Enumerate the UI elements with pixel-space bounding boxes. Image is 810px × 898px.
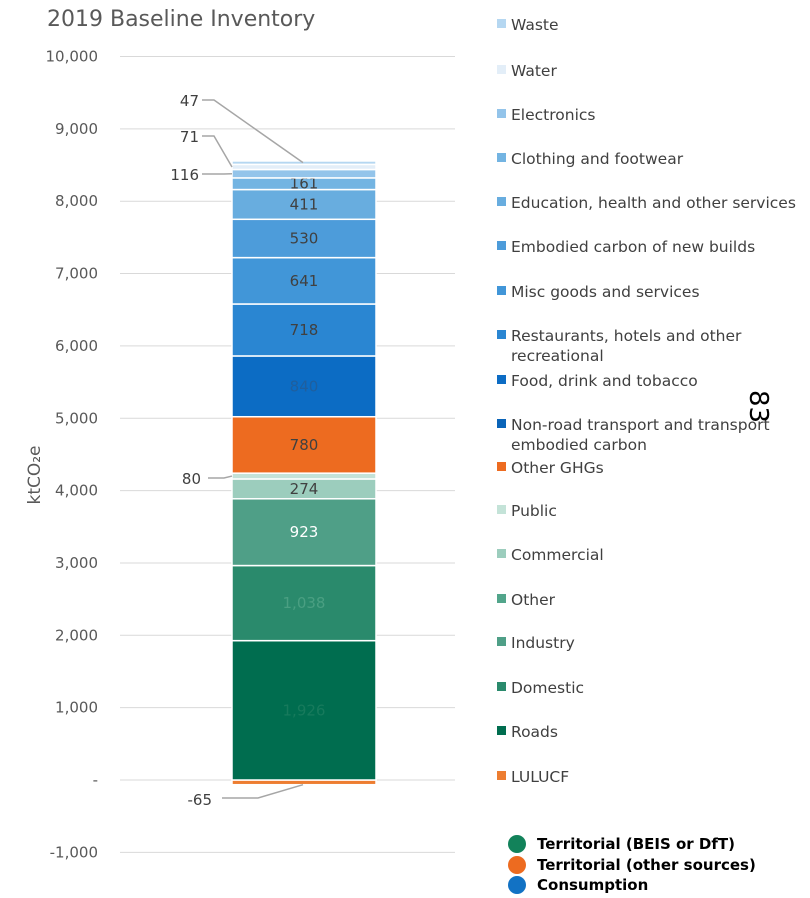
legend-entry: Other (511, 591, 556, 609)
y-axis-label: ktCO₂e (25, 445, 45, 504)
bar-segment (231, 188, 377, 221)
category-legend: Territorial (BEIS or DfT) Territorial (ot… (508, 835, 756, 894)
legend-swatch (497, 594, 506, 603)
bar-segment (231, 256, 377, 305)
y-tick-label: - (93, 771, 98, 789)
legend-entry: Electronics (511, 106, 595, 124)
bar-segment (231, 218, 377, 259)
y-tick-label: 10,000 (46, 48, 99, 66)
legend-entry: Water (511, 62, 557, 80)
y-tick-label: 3,000 (55, 554, 98, 572)
bar-data-label: 641 (290, 272, 319, 290)
category-marker (508, 876, 526, 894)
legend-swatch (497, 286, 506, 295)
bar-data-label: 274 (290, 480, 319, 498)
legend-swatch (497, 637, 506, 646)
legend-entry: Food, drink and tobacco (511, 372, 698, 390)
callout-label: 80 (182, 470, 201, 488)
y-tick-label: 4,000 (55, 482, 98, 500)
legend-swatch (497, 549, 506, 558)
leader-line (202, 99, 304, 164)
leader-line (208, 475, 233, 479)
legend-entry: Commercial (511, 546, 604, 564)
legend-swatch (497, 726, 506, 735)
legend-entry: Industry (511, 634, 575, 652)
bar-data-label: 1,926 (283, 701, 326, 719)
callout-labels: -65 80 116 71 47 (170, 92, 304, 809)
chart-title: 2019 Baseline Inventory (47, 7, 315, 32)
bar-data-label: 923 (290, 523, 319, 541)
y-tick-label: -1,000 (50, 843, 98, 861)
bar-segment (231, 168, 377, 179)
page-number: 83 (743, 390, 773, 423)
legend: Waste Water Electronics Clothing and footwe… (497, 16, 796, 786)
legend-swatch (497, 375, 506, 384)
legend-entry: Non-road transport and transport embodied… (511, 416, 770, 454)
legend-swatch (497, 197, 506, 206)
legend-entry: Public (511, 502, 557, 520)
bar-data-label: 1,038 (283, 594, 326, 612)
legend-entry: Roads (511, 723, 558, 741)
y-tick-label: 8,000 (55, 192, 98, 210)
callout-label: 47 (180, 92, 199, 110)
callout-label: 116 (170, 166, 199, 184)
bar-segment (231, 160, 377, 166)
bar-segment (231, 303, 377, 357)
leader-line (222, 783, 304, 799)
bar-data-label: 718 (290, 321, 319, 339)
legend-swatch (497, 419, 506, 428)
y-tick-label: 2,000 (55, 626, 98, 644)
legend-swatch (497, 682, 506, 691)
bar-data-label: 161 (290, 175, 319, 193)
legend-entry: Education, health and other services (511, 194, 796, 212)
y-axis-ticks: 10,000 9,000 8,000 7,000 6,000 5,000 4,000 3,00… (46, 48, 99, 862)
legend-swatch (497, 109, 506, 118)
legend-entry: Clothing and footwear (511, 150, 684, 168)
legend-swatch (497, 241, 506, 250)
category-label: Territorial (BEIS or DfT) (537, 835, 735, 853)
legend-entry: Restaurants, hotels and other recreationa… (511, 327, 742, 365)
legend-swatch (497, 505, 506, 514)
y-tick-label: 6,000 (55, 337, 98, 355)
category-marker (508, 856, 526, 874)
legend-swatch (497, 65, 506, 74)
category-marker (508, 835, 526, 853)
bar-data-label: 530 (290, 229, 319, 247)
y-tick-label: 9,000 (55, 120, 98, 138)
bar-segment (231, 163, 377, 171)
legend-swatch (497, 771, 506, 780)
bar-segment (231, 472, 377, 480)
legend-entry: LULUCF (511, 768, 569, 786)
callout-label: 71 (180, 128, 199, 146)
bar-data-label: 411 (290, 195, 319, 213)
legend-swatch (497, 153, 506, 162)
legend-swatch (497, 19, 506, 28)
legend-entry: Other GHGs (511, 459, 604, 477)
legend-entry: Embodied carbon of new builds (511, 238, 755, 256)
leader-line (202, 135, 233, 168)
legend-entry: Domestic (511, 679, 584, 697)
stacked-bar: 1,926 1,038 923 274 780 840 718 641 530 411 161 (231, 160, 377, 786)
category-label: Consumption (537, 876, 648, 894)
category-label: Territorial (other sources) (537, 856, 756, 874)
y-tick-label: 5,000 (55, 409, 98, 427)
legend-swatch (497, 462, 506, 471)
callout-label: -65 (188, 791, 213, 809)
legend-entry: Misc goods and services (511, 283, 700, 301)
legend-swatch (497, 330, 506, 339)
y-tick-label: 7,000 (55, 265, 98, 283)
bar-data-label: 780 (290, 436, 319, 454)
bar-data-label: 840 (290, 377, 319, 395)
y-tick-label: 1,000 (55, 699, 98, 717)
legend-entry: Waste (511, 16, 559, 34)
